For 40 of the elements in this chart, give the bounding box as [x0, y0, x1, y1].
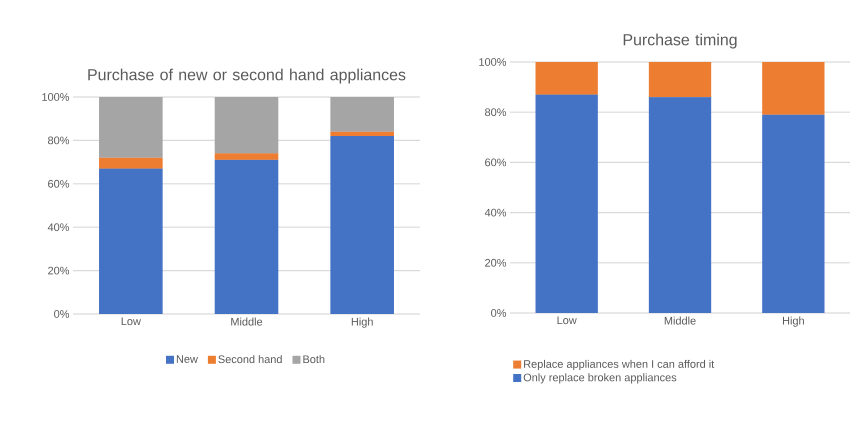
legend-label: Only replace broken appliances	[524, 373, 676, 384]
bar	[99, 96, 163, 158]
legend-label: Both	[303, 355, 324, 364]
y-tick-label: 40%	[484, 208, 506, 216]
bar	[648, 97, 712, 313]
bar	[330, 96, 394, 132]
x-tick-label: High	[352, 318, 373, 328]
y-tick-label: 40%	[48, 223, 70, 232]
bar	[762, 62, 825, 115]
legend-label: New	[176, 355, 198, 363]
bar	[214, 160, 278, 314]
legend-label: Second hand	[218, 355, 282, 364]
bar	[762, 114, 825, 313]
bar	[99, 158, 163, 169]
x-tick-label: Middle	[231, 318, 262, 326]
bar	[214, 153, 278, 160]
chart-title: Purchase timing	[624, 34, 737, 49]
y-tick-label: 60%	[485, 158, 506, 166]
y-tick-label: 0%	[54, 310, 70, 318]
x-tick-label: Low	[558, 316, 577, 324]
x-tick-label: Middle	[664, 316, 696, 325]
bar	[536, 94, 598, 313]
y-tick-label: 100%	[479, 58, 506, 66]
x-tick-label: Low	[122, 318, 141, 326]
y-tick-label: 80%	[485, 108, 506, 116]
y-tick-label: 20%	[48, 266, 70, 274]
bar	[536, 62, 598, 95]
bar	[99, 168, 163, 314]
y-tick-label: 80%	[48, 136, 70, 144]
y-tick-label: 100%	[42, 93, 70, 101]
y-tick-label: 0%	[491, 309, 506, 317]
y-tick-label: 60%	[48, 180, 70, 188]
bar	[214, 96, 278, 154]
chart-title: Purchase of new or second hand appliances	[88, 68, 406, 84]
bar	[330, 132, 394, 136]
x-tick-label: High	[782, 316, 804, 327]
bar	[330, 136, 394, 314]
y-tick-label: 20%	[485, 258, 506, 267]
bar	[648, 62, 712, 98]
legend-label: Replace appliances when I can afford it	[524, 360, 714, 370]
